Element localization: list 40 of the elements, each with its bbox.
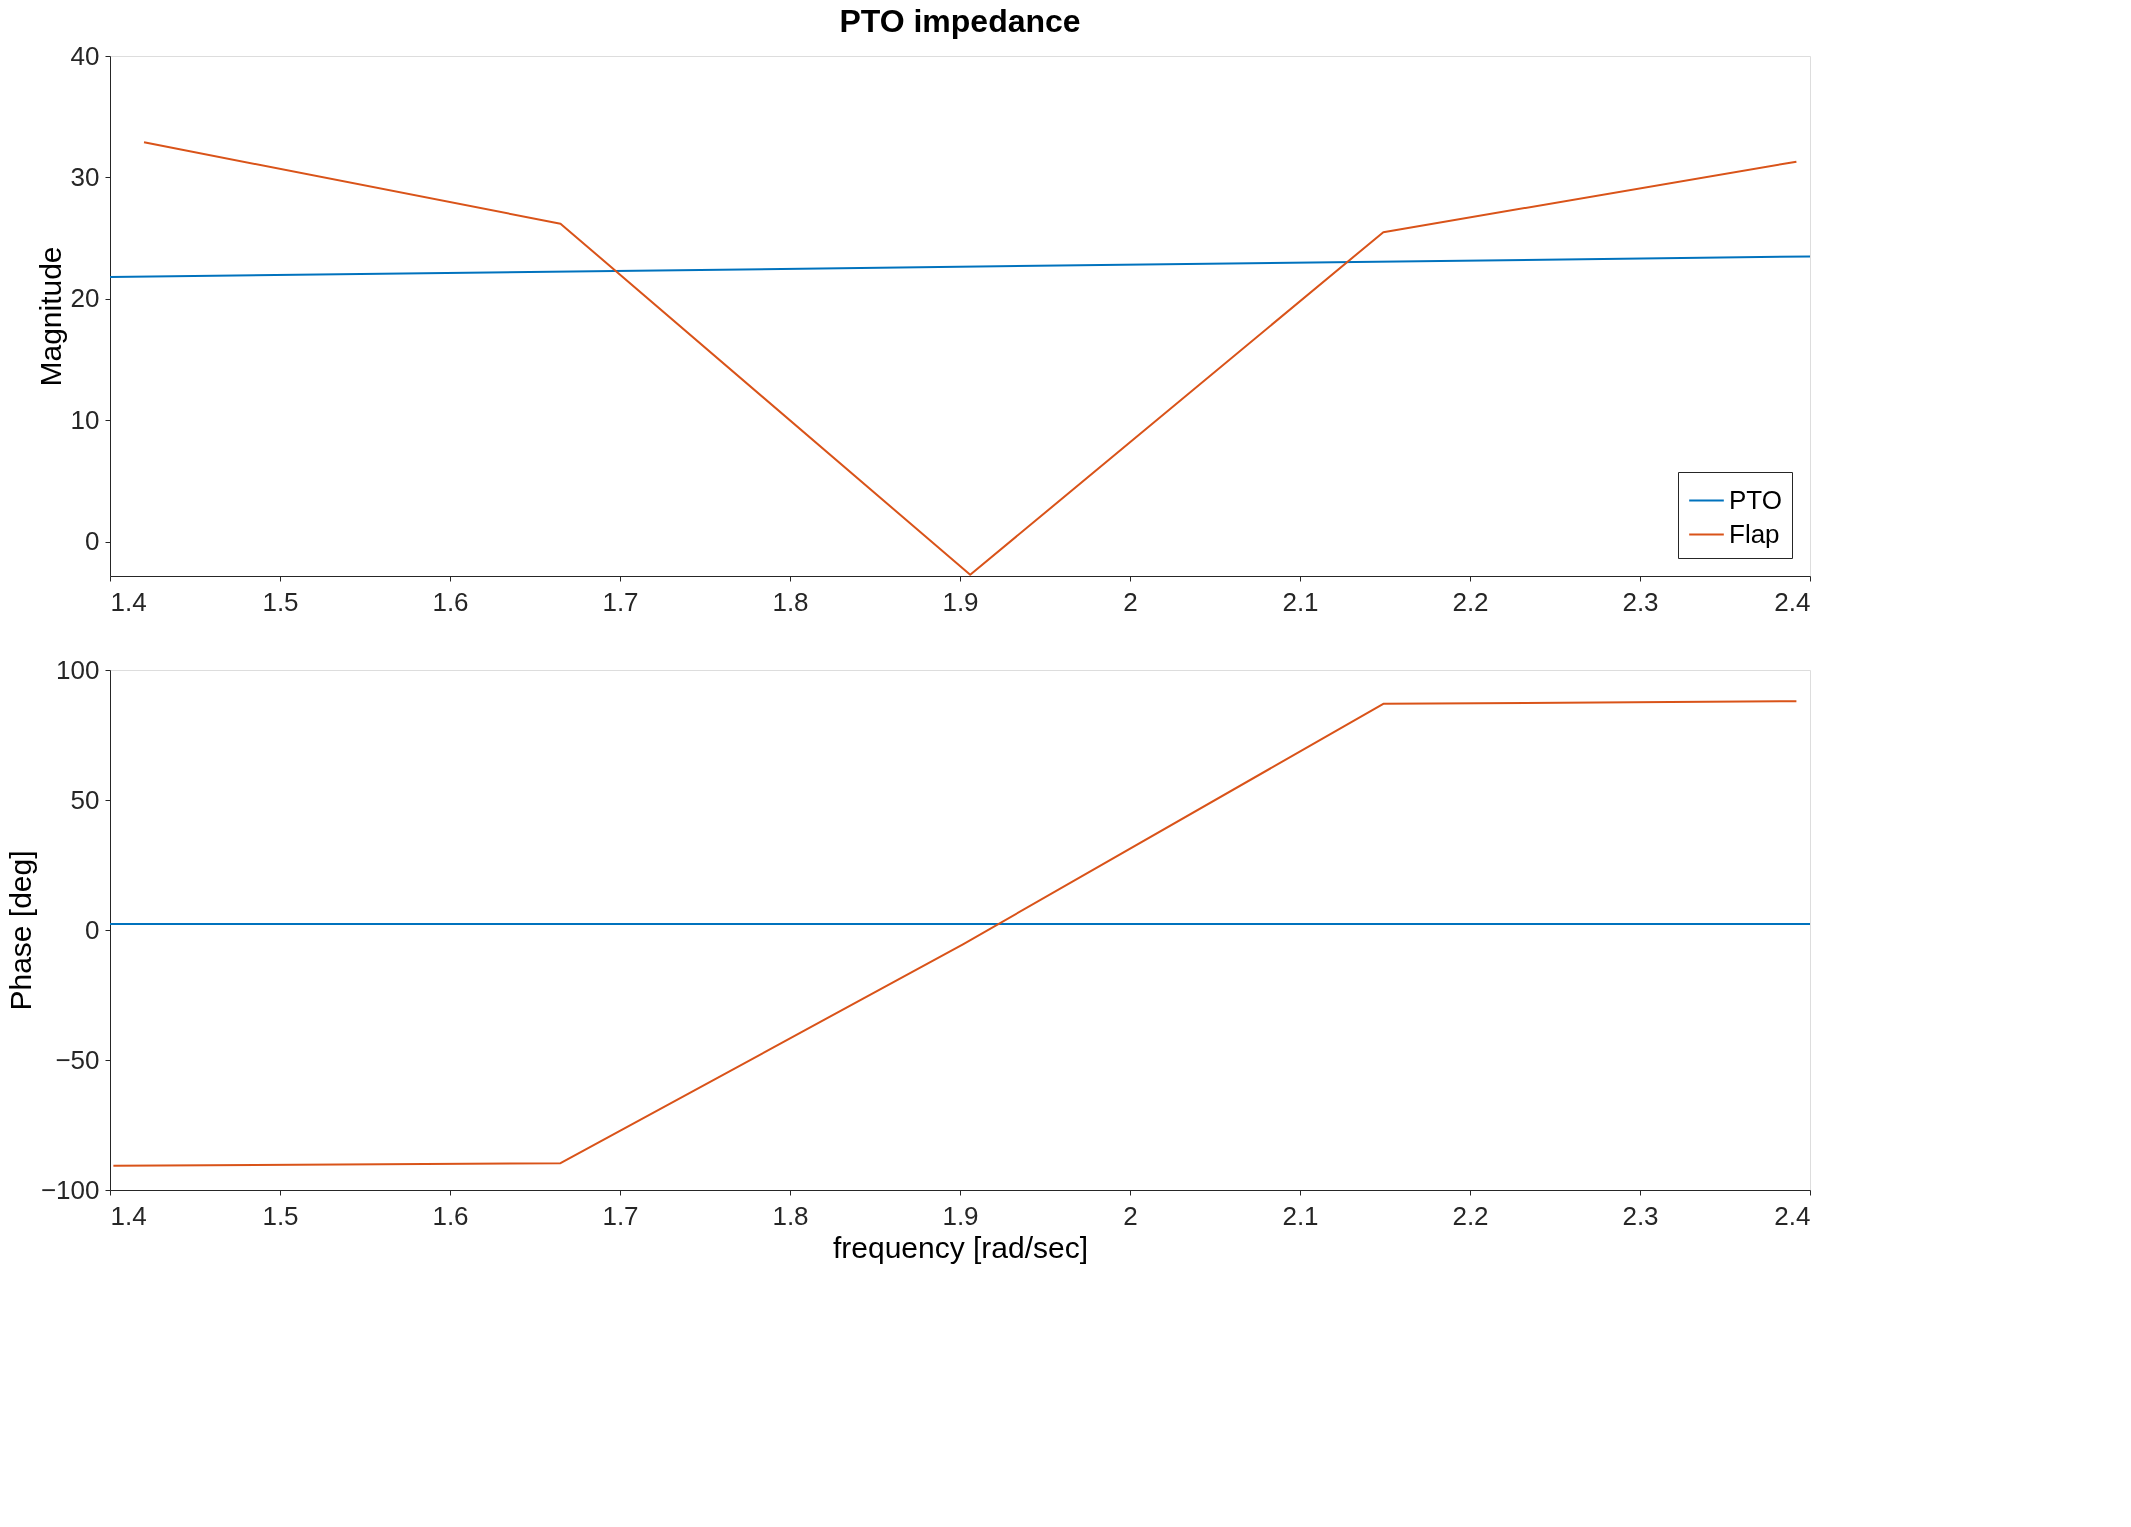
y-tick-label: 100 <box>56 654 100 685</box>
legend-label: Flap <box>1729 518 1780 549</box>
y-tick-label: 50 <box>70 784 100 815</box>
x-tick-label: 1.6 <box>432 586 469 617</box>
x-tick-label: 1.6 <box>432 1200 469 1231</box>
x-tick-label: 2.2 <box>1452 1200 1489 1231</box>
x-tick-label: 2.1 <box>1282 586 1319 617</box>
x-tick-label: 1.4 <box>110 586 147 617</box>
x-tick-label: 1.9 <box>942 1200 979 1231</box>
y-tick-label: 0 <box>85 914 100 945</box>
x-tick-label: 2 <box>1123 1200 1138 1231</box>
x-tick-label: 1.5 <box>262 1200 299 1231</box>
x-tick-label: 2.3 <box>1622 1200 1659 1231</box>
y-tick-label: 30 <box>70 162 100 192</box>
x-tick-label: 1.7 <box>602 1200 639 1231</box>
x-tick-label: 1.4 <box>110 1200 147 1231</box>
y-tick-label: −100 <box>40 1174 100 1205</box>
x-tick-label: 1.7 <box>602 586 639 617</box>
y-tick-label: −50 <box>55 1044 100 1075</box>
x-tick-label: 1.5 <box>262 586 299 617</box>
x-axis-title: frequency [rad/sec] <box>832 1230 1089 1264</box>
x-tick-label: 1.8 <box>772 586 809 617</box>
x-tick-label: 2 <box>1123 586 1138 617</box>
x-tick-label: 1.8 <box>772 1200 809 1231</box>
x-tick-label: 2.4 <box>1774 1200 1811 1231</box>
y-tick-label: 20 <box>70 283 100 314</box>
x-tick-label: 1.9 <box>942 586 979 617</box>
line-series <box>143 141 1798 576</box>
legend-label: PTO <box>1729 484 1782 515</box>
x-tick-label: 2.4 <box>1774 586 1811 617</box>
y-tick-label: 0 <box>85 526 100 557</box>
x-tick-label: 2.1 <box>1282 1200 1319 1231</box>
line-series <box>112 700 1798 1167</box>
chart-title: PTO impedance <box>839 3 1081 39</box>
y-tick-label: 40 <box>70 40 100 71</box>
y-tick-label: 10 <box>70 404 100 435</box>
x-tick-label: 2.3 <box>1622 586 1659 617</box>
y-axis-title: Magnitude <box>33 246 67 387</box>
y-axis-title: Phase [deg] <box>3 850 37 1011</box>
x-tick-label: 2.2 <box>1452 586 1489 617</box>
